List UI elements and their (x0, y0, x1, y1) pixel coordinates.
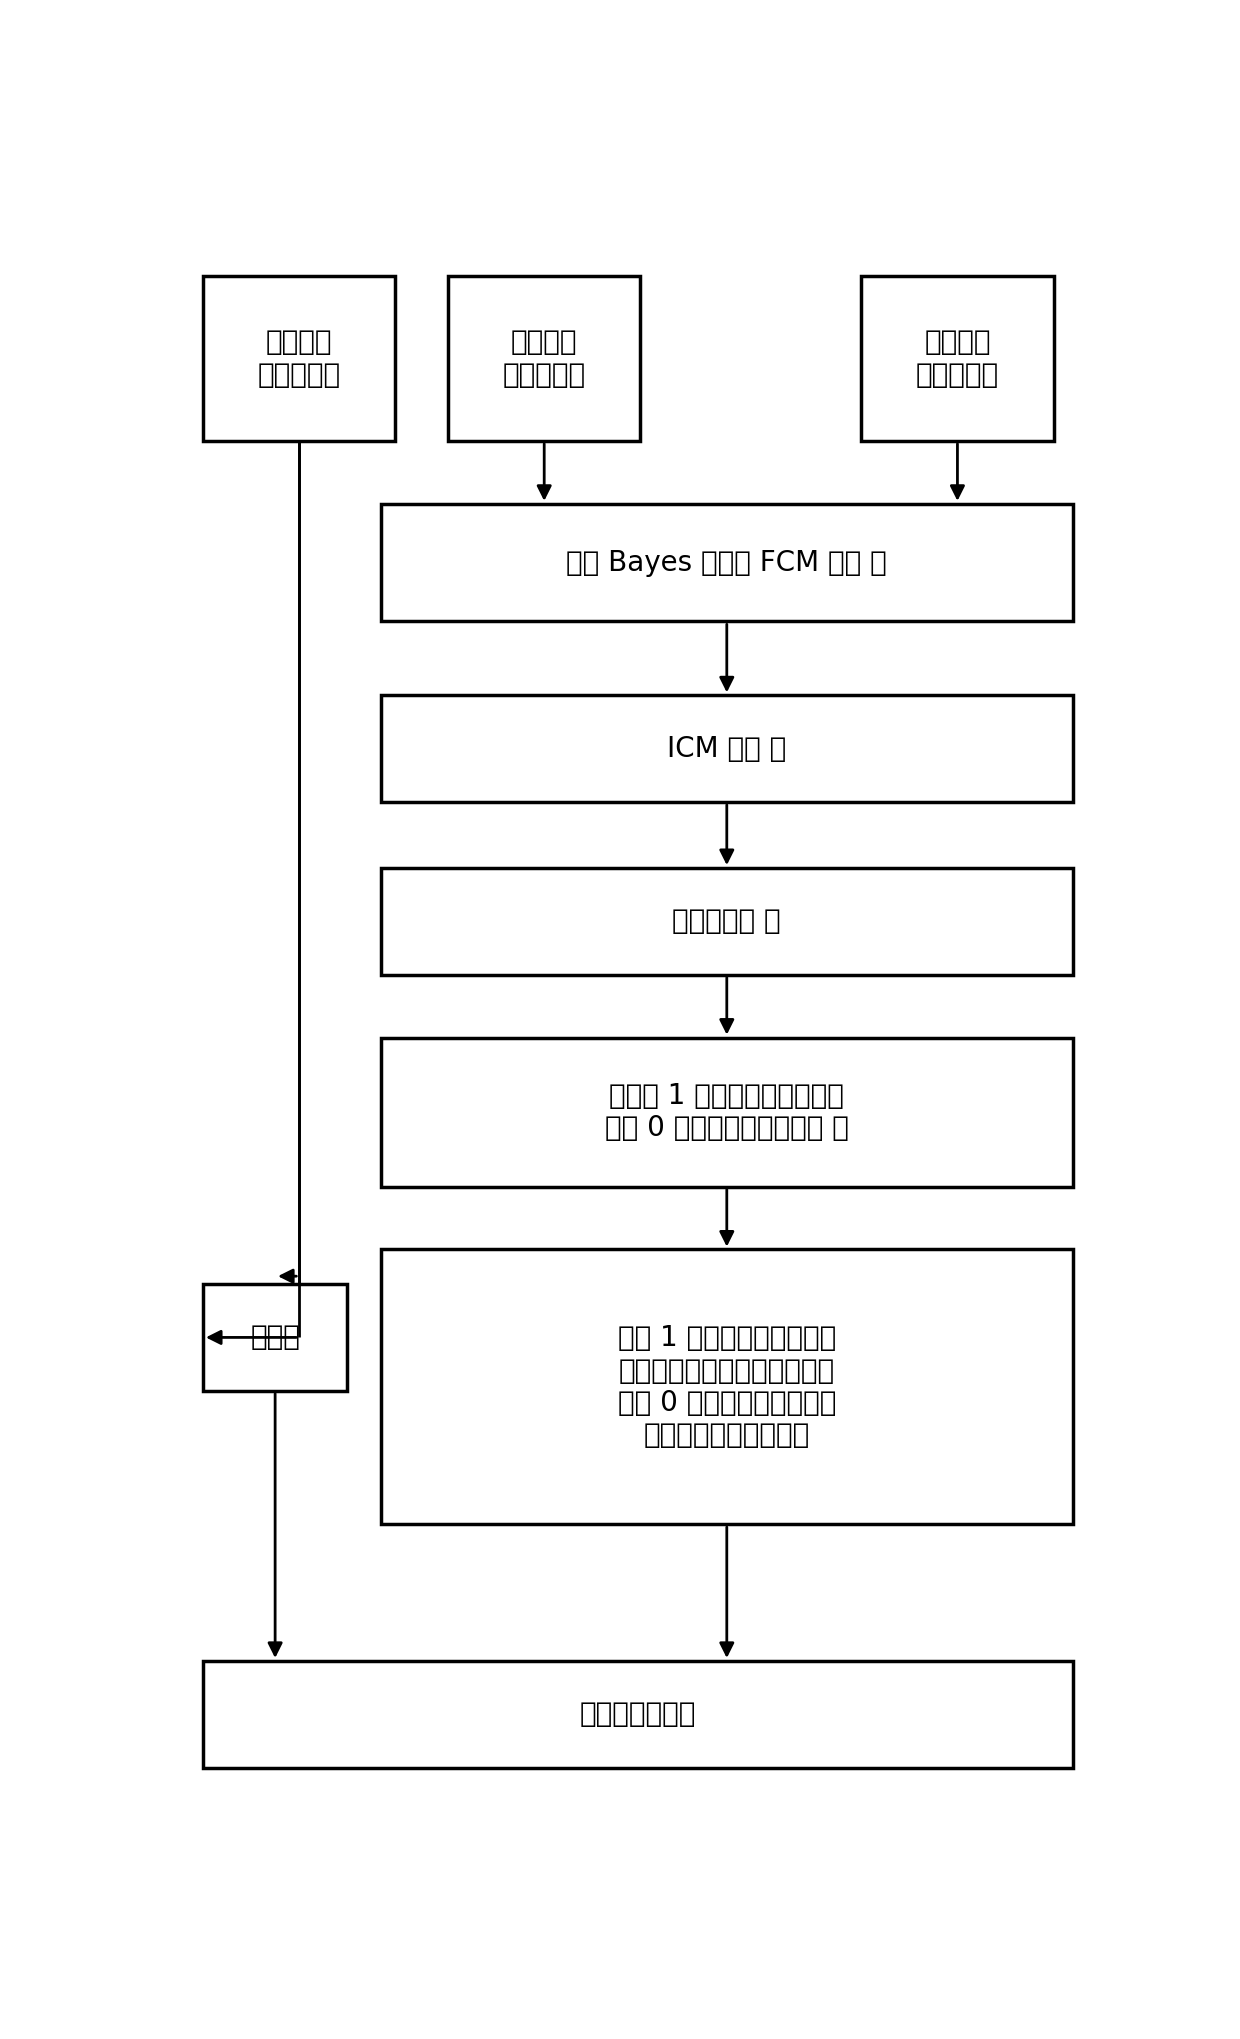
Bar (203, 275, 396, 440)
Text: ICM 分割 ，: ICM 分割 ， (667, 734, 786, 763)
Text: 第一层，
高频分量，: 第一层， 高频分量， (258, 328, 341, 389)
Bar (381, 869, 1073, 975)
Text: 最终提取结果，: 最终提取结果， (580, 1701, 696, 1729)
Text: 置零，: 置零， (250, 1323, 300, 1352)
Text: 二进制掩膜 ，: 二进制掩膜 ， (672, 907, 781, 936)
Bar (381, 1038, 1073, 1187)
Text: 第三层，
高频分量，: 第三层， 高频分量， (916, 328, 999, 389)
Bar (862, 275, 1054, 440)
Text: 値为 1 的像素对应位置的原
高频分量像素値保持不变，，
値为 0 的像素对应位置的原
高频分量像素値置零，: 値为 1 的像素对应位置的原 高频分量像素値保持不变，， 値为 0 的像素对应位… (618, 1323, 836, 1450)
Bar (381, 1250, 1073, 1525)
Text: 第二层，
高频分量，: 第二层， 高频分量， (502, 328, 585, 389)
Text: 基于 Bayes 阈值的 FCM 分割 ，: 基于 Bayes 阈值的 FCM 分割 ， (567, 548, 887, 577)
Bar (448, 275, 640, 440)
Bar (381, 695, 1073, 801)
Bar (203, 1285, 347, 1391)
Bar (381, 504, 1073, 622)
Bar (203, 1662, 1073, 1768)
Text: 将値为 1 的像素记为变化类，
値为 0 的像素记为非变化类 ，: 将値为 1 的像素记为变化类， 値为 0 的像素记为非变化类 ， (605, 1083, 848, 1142)
